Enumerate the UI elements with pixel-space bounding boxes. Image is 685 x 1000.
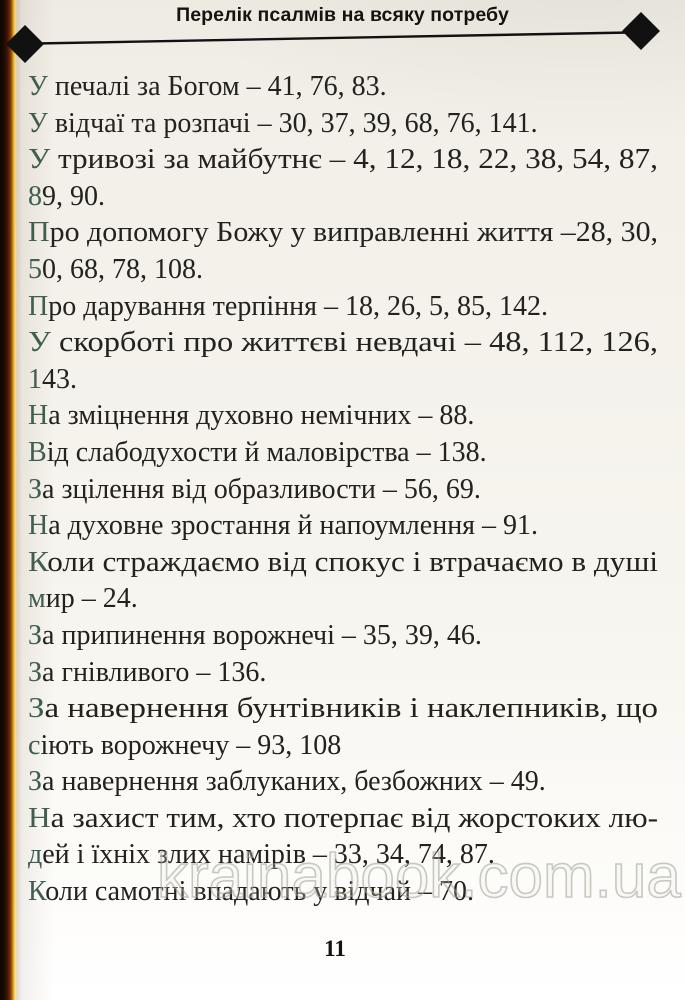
psalm-entry-text: Від слабодухости й маловірства – 138. <box>28 436 487 468</box>
header-ornament-rule <box>6 12 660 63</box>
psalm-entry-text: На зміцнення духовно немічних – 88. <box>28 400 475 432</box>
page-number: 11 <box>324 936 346 961</box>
psalm-entry-text: У печалі за Богом – 41, 76, 83. <box>28 71 387 102</box>
psalm-entry-line: У тривозі за майбутнє – 4, 12, 18, 22, 3… <box>28 142 658 179</box>
psalm-entry-line: Про дарування терпіння – 18, 26, 5, 85, … <box>28 289 658 326</box>
psalm-entry-text: 50, 68, 78, 108. <box>28 253 203 285</box>
psalm-entry-line: На захист тим, хто потерпає від жорстоки… <box>28 801 658 838</box>
psalm-entry-line: За зцілення від образливости – 56, 69. <box>28 472 658 509</box>
book-spine-edge <box>0 0 22 1000</box>
psalm-entry-line: За навернення бунтівників і наклепників,… <box>28 691 658 728</box>
psalm-entry-text: На духовне зростання й напоумлення – 91. <box>28 510 539 542</box>
psalm-entry-text: У відчаї та розпачі – 30, 37, 39, 68, 76… <box>28 107 538 139</box>
left-diamond-ornament <box>6 25 44 63</box>
psalm-entry-line: Коли самотні впадають у відчай – 70. <box>28 874 658 911</box>
psalm-entry-text: дей і їхніх злих намірів – 33, 34, 74, 8… <box>28 839 495 871</box>
psalm-entry-text: Про допомогу Божу у виправленні життя –2… <box>28 217 659 249</box>
psalm-entry-line: 89, 90. <box>28 179 658 216</box>
psalm-entry-line: У скорботі про життєві невдачі – 48, 112… <box>28 325 658 362</box>
psalm-entry-line: 50, 68, 78, 108. <box>28 252 658 289</box>
psalm-entry-text: 143. <box>28 363 77 395</box>
psalm-entry-text: У тривозі за майбутнє – 4, 12, 18, 22, 3… <box>28 144 658 176</box>
psalm-entry-line: дей і їхніх злих намірів – 33, 34, 74, 8… <box>28 837 658 874</box>
psalm-entry-line: За припинення ворожнечі – 35, 39, 46. <box>28 618 658 655</box>
psalm-entry-text: За зцілення від образливости – 56, 69. <box>28 473 481 505</box>
psalm-entry-line: За гнівливого – 136. <box>28 655 658 692</box>
psalm-entry-line: На духовне зростання й напоумлення – 91. <box>28 508 658 545</box>
header-title: Перелік псалмів на всяку потребу <box>176 4 509 26</box>
psalm-entry-text: За гнівливого – 136. <box>28 656 267 688</box>
psalm-entry-text: За навернення заблуканих, безбожних – 49… <box>28 766 546 798</box>
psalm-entry-text: На захист тим, хто потерпає від жорстоки… <box>28 802 659 834</box>
psalm-entry-text: мир – 24. <box>28 583 138 615</box>
psalm-entry-line: На зміцнення духовно немічних – 88. <box>28 398 658 435</box>
psalm-entry-line: У печалі за Богом – 41, 76, 83. <box>28 69 658 106</box>
psalm-entry-line: Про допомогу Божу у виправленні життя –2… <box>28 215 658 252</box>
psalm-entry-text: Коли страждаємо від спокус і втрачаємо в… <box>28 546 659 578</box>
psalm-entry-text: Коли самотні впадають у відчай – 70. <box>28 876 475 908</box>
header-rule-line <box>35 31 631 45</box>
psalm-entry-line: У відчаї та розпачі – 30, 37, 39, 68, 76… <box>28 106 658 143</box>
psalm-entry-text: 89, 90. <box>28 180 105 212</box>
psalm-entry-line: Коли страждаємо від спокус і втрачаємо в… <box>28 545 658 582</box>
psalm-entry-text: Про дарування терпіння – 18, 26, 5, 85, … <box>28 290 548 322</box>
psalm-list: У печалі за Богом – 41, 76, 83. У відчаї … <box>28 69 658 911</box>
psalm-entry-text: сіють ворожнечу – 93, 108 <box>28 729 342 761</box>
psalm-entry-text: За припинення ворожнечі – 35, 39, 46. <box>28 619 482 651</box>
psalm-entry-line: Від слабодухости й маловірства – 138. <box>28 435 658 472</box>
right-diamond-ornament <box>622 12 660 50</box>
psalm-entry-line: 143. <box>28 362 658 399</box>
psalm-entry-line: За навернення заблуканих, безбожних – 49… <box>28 764 658 801</box>
psalm-entry-line: мир – 24. <box>28 581 658 618</box>
psalm-entry-text: За навернення бунтівників і наклепників,… <box>28 693 659 725</box>
psalm-entry-text: У скорботі про життєві невдачі – 48, 112… <box>28 327 658 359</box>
psalm-entry-line: сіють ворожнечу – 93, 108 <box>28 728 658 765</box>
